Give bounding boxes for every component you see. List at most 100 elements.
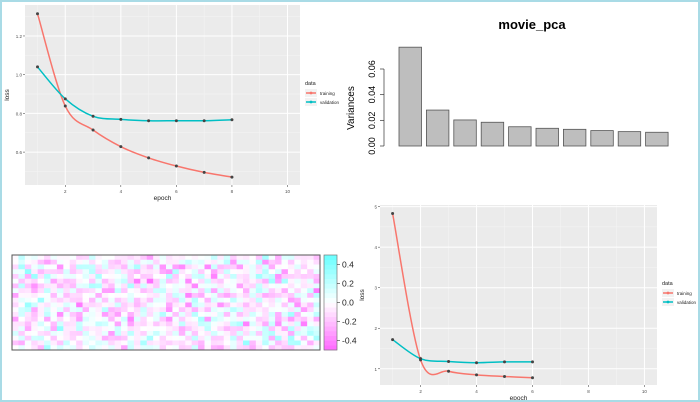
heatmap-cell (69, 335, 77, 341)
heatmap-cell (268, 321, 276, 327)
heatmap-cell (31, 297, 38, 303)
heatmap-cell (307, 278, 314, 284)
heatmap-cell (243, 331, 250, 337)
heatmap-cell (76, 326, 83, 332)
heatmap-cell (101, 340, 109, 346)
colorbar-label: -0.2 (342, 317, 357, 327)
colorbar-segment (324, 321, 337, 327)
heatmap-cell (300, 255, 308, 261)
heatmap-cell (63, 255, 71, 261)
heatmap-cell (243, 288, 250, 294)
heatmap-cell (262, 312, 269, 318)
y-tick-label: 1.2 (16, 34, 23, 39)
heatmap-cell (300, 326, 308, 332)
heatmap-cell (287, 297, 295, 303)
heatmap-cell (50, 316, 58, 322)
data-point-validation (391, 338, 395, 342)
heatmap-cell (121, 259, 128, 265)
heatmap-cell (63, 297, 71, 303)
heatmap-cell (69, 307, 77, 313)
heatmap-cell (89, 264, 96, 270)
heatmap-cell (249, 302, 257, 308)
heatmap-cell (63, 259, 71, 265)
heatmap-cell (101, 297, 109, 303)
heatmap-cell (127, 264, 135, 270)
y-tick-label: 5 (374, 205, 377, 210)
heatmap-cell (82, 302, 90, 308)
colorbar-segment (324, 283, 337, 289)
x-tick-label: 2 (419, 389, 422, 394)
heatmap-cell (249, 312, 257, 318)
heatmap-cell (217, 307, 225, 313)
heatmap-cell (44, 326, 51, 332)
heatmap-cell (275, 335, 282, 341)
colorbar-segment (324, 302, 337, 308)
heatmap-cell (249, 293, 257, 299)
heatmap-cell (18, 345, 26, 351)
heatmap-cell (108, 335, 115, 341)
heatmap-cell (37, 340, 45, 346)
heatmap-cell (37, 312, 45, 318)
heatmap-cell (69, 274, 77, 280)
data-point-validation (63, 97, 67, 101)
heatmap-cell (12, 255, 19, 261)
heatmap-cell (18, 312, 26, 318)
heatmap-cell (44, 259, 51, 265)
heatmap-cell (255, 293, 263, 299)
heatmap-cell (31, 326, 38, 332)
heatmap-cell (172, 326, 180, 332)
colorbar-segment (324, 293, 337, 299)
heatmap-border (11, 254, 321, 351)
heatmap-cell (18, 293, 26, 299)
heatmap-cell (307, 274, 314, 280)
data-point-validation (174, 119, 178, 123)
heatmap-cell (153, 255, 160, 261)
heatmap-cell (24, 326, 32, 332)
heatmap-cell (191, 312, 199, 318)
heatmap-cell (185, 259, 192, 265)
heatmap-cell (76, 274, 83, 280)
heatmap-cell (217, 297, 225, 303)
heatmap-cell (166, 307, 173, 313)
heatmap-cell (140, 259, 148, 265)
heatmap-cell (121, 283, 128, 289)
heatmap-cell (50, 278, 58, 284)
heatmap-cell (133, 321, 141, 327)
heatmap-cell (95, 278, 103, 284)
heatmap-cell (63, 335, 71, 341)
heatmap-cell (204, 255, 212, 261)
heatmap: 0.4 0.2 0.0 -0.2 -0.4 (11, 254, 357, 351)
heatmap-cell (210, 316, 218, 322)
heatmap-cell (300, 288, 308, 294)
heatmap-cell (31, 307, 38, 313)
heatmap-cell (12, 321, 19, 327)
heatmap-cell (76, 288, 83, 294)
heatmap-cell (63, 302, 71, 308)
heatmap-cell (95, 331, 103, 337)
heatmap-cell (108, 331, 115, 337)
heatmap-cell (243, 278, 250, 284)
heatmap-cell (275, 255, 282, 261)
heatmap-cell (236, 307, 244, 313)
heatmap-cell (198, 302, 205, 308)
heatmap-cell (217, 326, 225, 332)
heatmap-cell (287, 274, 295, 280)
heatmap-cell (82, 269, 90, 275)
heatmap-cell (300, 345, 308, 351)
heatmap-cell (204, 302, 212, 308)
heatmap-cell (255, 278, 263, 284)
heatmap-cell (185, 269, 192, 275)
heatmap-cell (108, 278, 115, 284)
heatmap-cell (268, 312, 276, 318)
heatmap-cell (37, 255, 45, 261)
heatmap-cell (172, 269, 180, 275)
heatmap-cell (178, 335, 186, 341)
heatmap-cell (50, 259, 58, 265)
heatmap-cell (307, 321, 314, 327)
heatmap-cell (313, 269, 321, 275)
heatmap-cell (63, 326, 71, 332)
heatmap-cell (56, 293, 64, 299)
heatmap-cell (300, 321, 308, 327)
bar (425, 109, 450, 147)
heatmap-cell (307, 316, 314, 322)
